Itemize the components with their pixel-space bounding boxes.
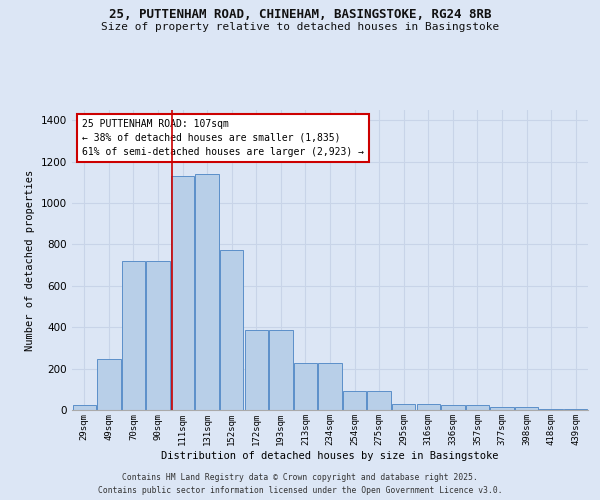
Bar bbox=[97, 360, 121, 410]
Bar bbox=[466, 406, 489, 410]
Bar bbox=[367, 392, 391, 410]
Text: Size of property relative to detached houses in Basingstoke: Size of property relative to detached ho… bbox=[101, 22, 499, 32]
Bar bbox=[245, 330, 268, 410]
Text: 25, PUTTENHAM ROAD, CHINEHAM, BASINGSTOKE, RG24 8RB: 25, PUTTENHAM ROAD, CHINEHAM, BASINGSTOK… bbox=[109, 8, 491, 20]
Text: 25 PUTTENHAM ROAD: 107sqm
← 38% of detached houses are smaller (1,835)
61% of se: 25 PUTTENHAM ROAD: 107sqm ← 38% of detac… bbox=[82, 119, 364, 157]
Bar bbox=[392, 404, 415, 410]
Bar bbox=[416, 404, 440, 410]
Bar bbox=[146, 261, 170, 410]
Y-axis label: Number of detached properties: Number of detached properties bbox=[25, 170, 35, 350]
Bar bbox=[343, 392, 366, 410]
Bar bbox=[122, 261, 145, 410]
Bar bbox=[490, 407, 514, 410]
Text: Contains public sector information licensed under the Open Government Licence v3: Contains public sector information licen… bbox=[98, 486, 502, 495]
Bar bbox=[269, 330, 293, 410]
Bar bbox=[196, 174, 219, 410]
Bar bbox=[73, 405, 96, 410]
X-axis label: Distribution of detached houses by size in Basingstoke: Distribution of detached houses by size … bbox=[161, 450, 499, 460]
Text: Contains HM Land Registry data © Crown copyright and database right 2025.: Contains HM Land Registry data © Crown c… bbox=[122, 474, 478, 482]
Bar bbox=[171, 176, 194, 410]
Bar bbox=[294, 364, 317, 410]
Bar bbox=[441, 406, 464, 410]
Bar bbox=[319, 364, 341, 410]
Bar bbox=[515, 407, 538, 410]
Bar bbox=[220, 250, 244, 410]
